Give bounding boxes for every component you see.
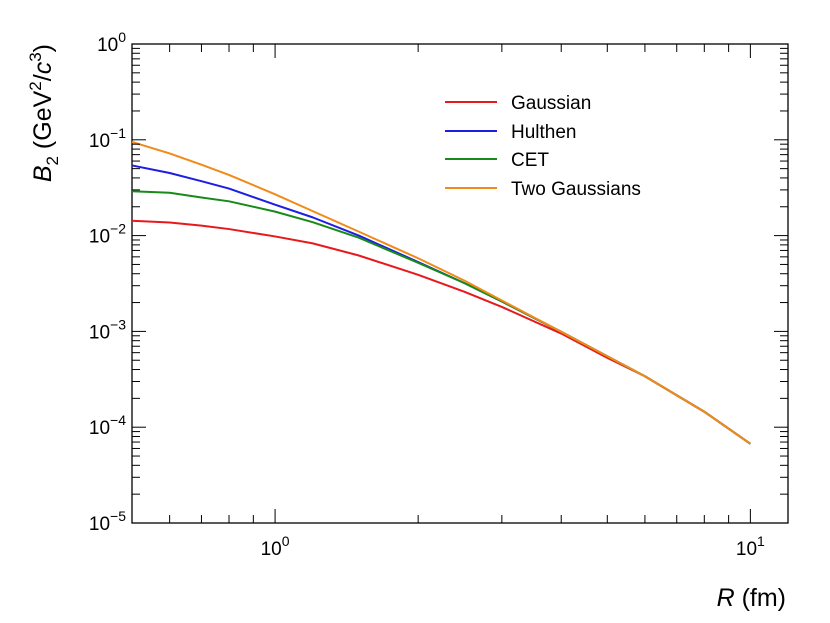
y-axis-title: B2 (GeV2/c3) xyxy=(26,44,62,182)
y-tick-label: 10−2 xyxy=(89,221,126,248)
legend-label-cet: CET xyxy=(511,150,549,171)
legend: Gaussian Hulthen CET Two Gaussians xyxy=(445,93,641,200)
series-line-hulthen xyxy=(131,164,751,445)
ticks-layer: 100 101 100 10−1 10−2 10−3 10−4 10−5 xyxy=(89,29,788,560)
legend-label-two-gaussians: Two Gaussians xyxy=(511,179,641,200)
y-tick-label: 10−3 xyxy=(89,316,126,343)
y-tick-label: 10−4 xyxy=(89,412,126,439)
x-tick-label: 101 xyxy=(736,533,765,560)
plot-frame xyxy=(131,43,789,524)
x-axis-title: R (fm) xyxy=(717,584,786,612)
legend-label-hulthen: Hulthen xyxy=(511,122,577,143)
series-layer xyxy=(131,140,751,445)
y-tick-label: 10−5 xyxy=(89,508,126,535)
y-tick-label: 100 xyxy=(97,29,126,56)
series-line-two-gaussians xyxy=(131,140,751,445)
series-line-gaussian xyxy=(131,219,751,445)
x-tick-label: 100 xyxy=(261,533,290,560)
y-tick-label: 10−1 xyxy=(89,125,126,152)
legend-label-gaussian: Gaussian xyxy=(511,93,591,114)
